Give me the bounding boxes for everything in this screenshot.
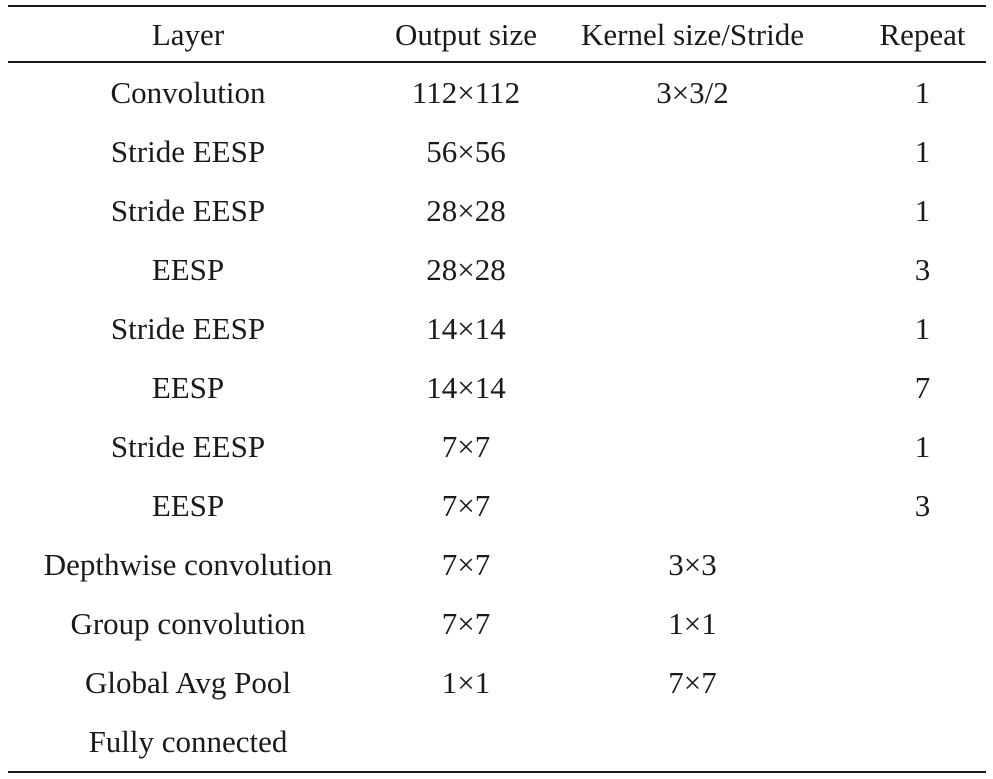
cell-kernel-stride: 3×3/2 [656,74,729,110]
table-row: Stride EESP 28×28 1 [8,181,986,240]
cell-layer: EESP [151,370,225,405]
cell-output-size [380,712,550,771]
cell-repeat: 1 [914,193,931,228]
cell-layer: EESP [151,488,225,523]
table-row: EESP 14×14 7 [8,358,986,417]
cell-repeat [835,535,986,594]
table-header-rule [8,61,986,63]
cell-repeat [835,594,986,653]
cell-layer: EESP [151,252,225,287]
cell-kernel-stride [550,122,835,181]
table-row: Stride EESP 14×14 1 [8,299,986,358]
header-kernel-stride: Kernel size/Stride [581,17,804,52]
cell-kernel-stride [550,181,835,240]
cell-kernel-stride: 1×1 [668,606,717,641]
cell-repeat: 3 [914,252,931,287]
table-row: Group convolution 7×7 1×1 [8,594,986,653]
header-repeat: Repeat [879,17,966,52]
cell-layer: Stride EESP [110,134,266,169]
cell-output-size: 7×7 [441,547,491,582]
cell-layer: Fully connected [88,724,288,759]
cell-layer: Group convolution [70,606,306,641]
cell-output-size: 14×14 [426,311,506,346]
cell-kernel-stride [550,299,835,358]
cell-repeat: 3 [914,488,931,523]
header-layer: Layer [151,17,225,52]
cell-repeat: 1 [914,134,931,169]
cell-repeat [835,653,986,712]
table-row: Fully connected [8,712,986,771]
cell-layer: Stride EESP [110,193,266,228]
cell-output-size: 56×56 [426,134,506,169]
table-row: Depthwise convolution 7×7 3×3 [8,535,986,594]
cell-repeat: 1 [914,311,931,346]
cell-output-size: 28×28 [426,193,506,228]
cell-repeat: 1 [914,74,931,110]
cell-kernel-stride [550,358,835,417]
cell-output-size: 14×14 [426,370,506,405]
cell-output-size: 1×1 [441,665,491,700]
cell-output-size: 7×7 [441,488,491,523]
cell-kernel-stride: 7×7 [668,665,717,700]
table-bottom-rule [8,771,986,773]
cell-kernel-stride: 3×3 [668,547,717,582]
cell-output-size: 28×28 [426,252,506,287]
cell-repeat: 1 [914,429,931,464]
cell-kernel-stride [550,476,835,535]
cell-layer: Global Avg Pool [84,665,292,700]
cell-layer: Convolution [110,74,266,110]
cell-output-size: 112×112 [411,74,521,110]
architecture-table: Layer Output size Kernel size/Stride Rep… [8,0,986,779]
cell-kernel-stride [550,712,835,771]
cell-kernel-stride [550,240,835,299]
layer-table: Layer Output size Kernel size/Stride Rep… [8,7,986,771]
table-header: Layer Output size Kernel size/Stride Rep… [8,7,986,62]
table-row: Convolution 112×112 3×3/2 1 [8,62,986,122]
table-top-rule [8,5,986,7]
header-output-size: Output size [394,17,538,52]
cell-layer: Stride EESP [110,311,266,346]
table-row: EESP 7×7 3 [8,476,986,535]
table-row: Stride EESP 7×7 1 [8,417,986,476]
cell-layer: Depthwise convolution [43,547,333,582]
table-row: Stride EESP 56×56 1 [8,122,986,181]
table-row: Global Avg Pool 1×1 7×7 [8,653,986,712]
header-row: Layer Output size Kernel size/Stride Rep… [8,7,986,62]
cell-repeat [835,712,986,771]
table-body: Convolution 112×112 3×3/2 1 Stride EESP … [8,62,986,771]
cell-layer: Stride EESP [110,429,266,464]
cell-repeat: 7 [914,370,931,405]
table-row: EESP 28×28 3 [8,240,986,299]
cell-output-size: 7×7 [441,606,491,641]
cell-output-size: 7×7 [441,429,491,464]
cell-kernel-stride [550,417,835,476]
